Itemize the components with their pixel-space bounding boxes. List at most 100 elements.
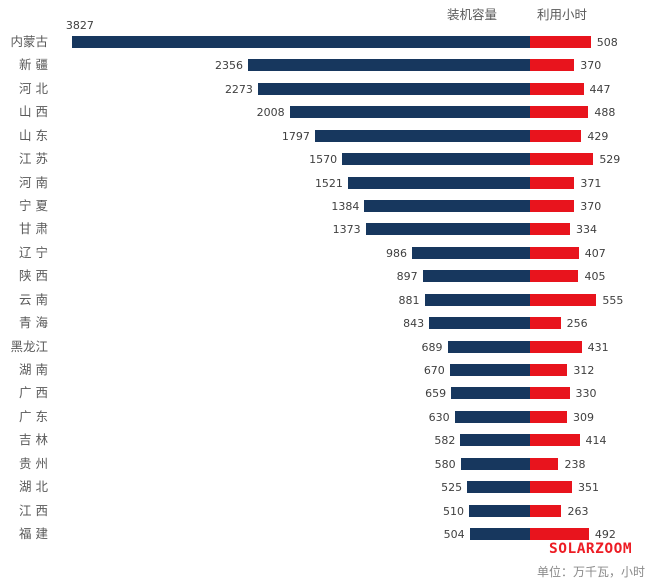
capacity-bar: [460, 457, 530, 470]
category-label: 内蒙古: [10, 34, 48, 49]
hours-value: 370: [580, 59, 602, 73]
capacity-bar: [467, 481, 530, 494]
hours-value: 407: [584, 246, 606, 260]
capacity-value: 2356: [215, 59, 243, 73]
capacity-value: 630: [428, 410, 450, 424]
hours-value: 238: [564, 457, 586, 471]
hours-bar: [530, 82, 584, 95]
hours-bar: [530, 364, 568, 377]
capacity-value: 1570: [309, 153, 338, 167]
hours-value: 351: [578, 481, 599, 495]
capacity-bar: [314, 129, 530, 142]
capacity-value: 1521: [314, 176, 343, 190]
hours-value: 334: [575, 223, 597, 237]
category-label: 辽 宁: [19, 244, 48, 260]
capacity-value: 986: [385, 246, 407, 260]
capacity-bar: [460, 434, 530, 447]
capacity-series-header: 装机容量: [446, 7, 497, 22]
hours-bar: [530, 481, 572, 494]
hours-bar: [530, 293, 597, 306]
hours-bar: [530, 387, 570, 400]
capacity-value: 3827: [65, 19, 94, 32]
hours-value: 492: [594, 528, 616, 542]
hours-bar: [530, 36, 591, 48]
category-label: 陕 西: [19, 268, 48, 284]
category-label: 宁 夏: [19, 198, 48, 213]
capacity-value: 510: [442, 504, 464, 518]
capacity-bar: [454, 410, 530, 423]
category-label: 新 疆: [19, 57, 48, 73]
hours-bar: [530, 504, 562, 517]
category-label: 江 苏: [19, 151, 48, 167]
hours-value: 370: [580, 200, 602, 213]
category-label: 贵 州: [19, 455, 48, 471]
hours-value: 429: [587, 129, 609, 143]
unit-note: 单位：万千瓦，小时: [537, 565, 646, 579]
capacity-bar: [289, 106, 530, 119]
capacity-value: 582: [434, 434, 456, 448]
capacity-bar: [451, 387, 530, 400]
hours-bar: [530, 317, 561, 330]
capacity-bar: [247, 59, 530, 72]
hours-value: 414: [585, 434, 607, 448]
capacity-value: 2008: [256, 106, 285, 120]
category-label: 山 西: [19, 104, 48, 120]
hours-value: 330: [575, 387, 597, 401]
hours-series-header: 利用小时: [537, 7, 588, 22]
hours-value: 309: [572, 410, 594, 424]
capacity-bar: [468, 504, 530, 517]
capacity-bar: [449, 364, 530, 377]
hours-value: 405: [584, 270, 606, 284]
category-label: 山 东: [19, 127, 48, 143]
capacity-value: 504: [443, 528, 465, 542]
hours-value: 529: [599, 153, 621, 167]
hours-value: 312: [573, 364, 595, 378]
category-label: 广 西: [19, 385, 48, 401]
category-label: 河 南: [19, 174, 48, 190]
capacity-bar: [469, 528, 530, 541]
hours-bar: [530, 434, 580, 447]
hours-value: 488: [594, 106, 616, 120]
hours-value: 447: [589, 82, 611, 96]
capacity-bar: [364, 200, 530, 212]
category-label: 青 海: [19, 315, 48, 331]
hours-bar: [530, 200, 575, 212]
capacity-value: 689: [421, 340, 443, 354]
category-label: 黑龙江: [10, 338, 48, 354]
capacity-bar: [365, 223, 530, 236]
hours-bar: [530, 129, 582, 142]
capacity-value: 881: [398, 293, 420, 307]
capacity-value: 525: [441, 481, 463, 495]
capacity-value: 659: [425, 387, 447, 401]
hours-value: 263: [567, 504, 589, 518]
capacity-bar: [424, 293, 530, 306]
capacity-bar: [347, 176, 530, 189]
capacity-bar: [422, 270, 530, 283]
category-label: 云 南: [19, 291, 48, 307]
capacity-bar: [447, 340, 530, 353]
hours-bar: [530, 153, 594, 166]
category-label: 吉 林: [19, 432, 48, 448]
hours-bar: [530, 528, 589, 541]
hours-bar: [530, 340, 582, 353]
capacity-value: 1797: [281, 129, 310, 143]
hours-value: 256: [566, 317, 588, 331]
category-label: 广 东: [19, 408, 48, 424]
hours-bar: [530, 176, 575, 189]
category-label: 福 建: [19, 526, 48, 542]
capacity-value: 897: [396, 270, 418, 284]
capacity-value: 580: [434, 457, 456, 471]
capacity-bar: [257, 82, 530, 95]
hours-bar: [530, 106, 589, 119]
capacity-value: 2273: [224, 82, 253, 96]
capacity-value: 670: [423, 364, 445, 378]
category-label: 甘 肃: [19, 221, 48, 237]
solarzoom-watermark: SOLARZOOM: [549, 541, 633, 557]
category-label: 河 北: [19, 80, 48, 96]
hours-value: 431: [587, 340, 609, 354]
capacity-bar: [342, 153, 530, 166]
capacity-bar: [411, 246, 530, 259]
category-label: 湖 南: [19, 362, 48, 378]
capacity-bar: [429, 317, 530, 330]
